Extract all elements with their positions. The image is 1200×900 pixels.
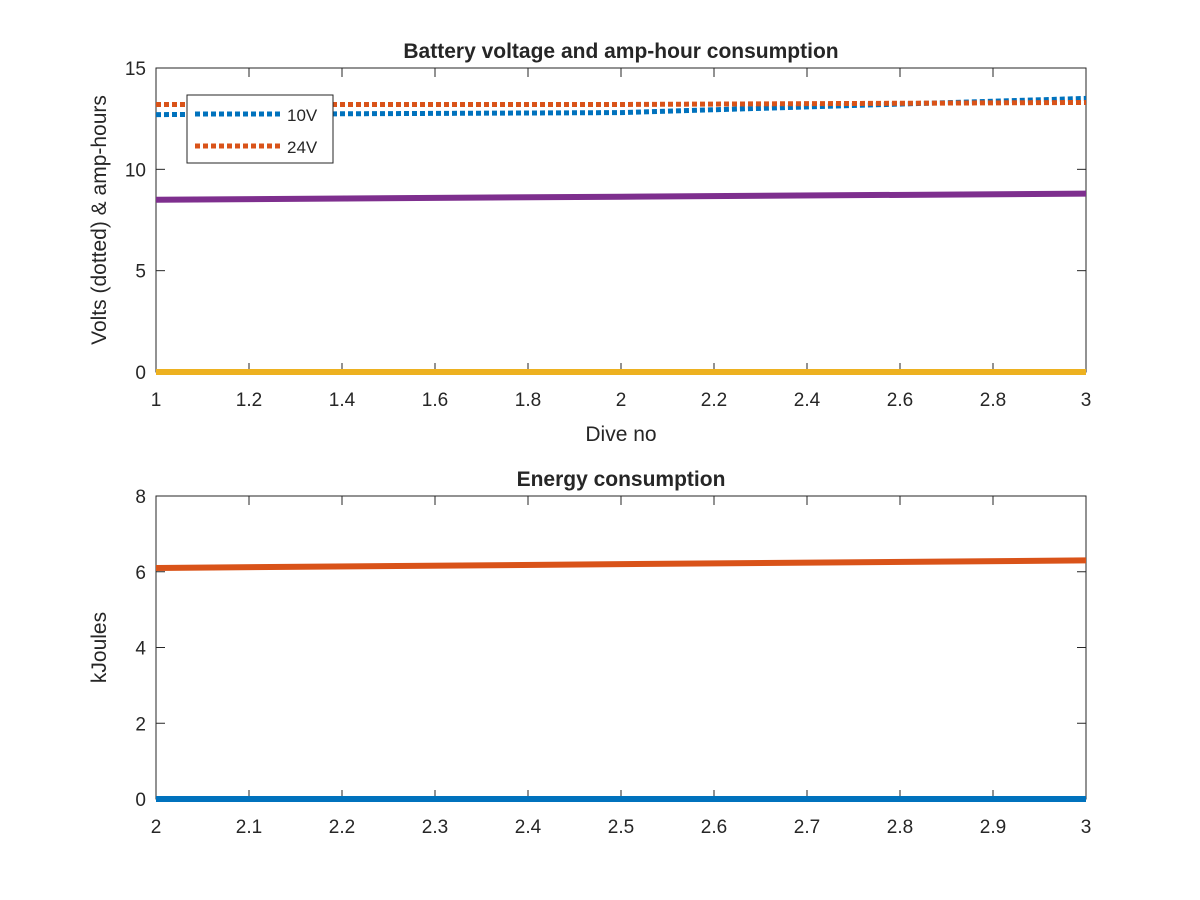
bottom-x-tick-label: 2.7 xyxy=(794,817,820,838)
bottom-x-tick-label: 2.2 xyxy=(329,817,355,838)
top-x-tick-label: 2.6 xyxy=(887,390,913,411)
top-x-tick-label: 1.2 xyxy=(236,390,262,411)
bottom-x-tick-label: 2.3 xyxy=(422,817,448,838)
top-y-axis-label: Volts (dotted) & amp-hours xyxy=(88,95,111,345)
bottom-x-tick-label: 2 xyxy=(151,817,162,838)
bottom-x-tick-label: 2.4 xyxy=(515,817,542,838)
top-chart-title: Battery voltage and amp-hour consumption xyxy=(403,40,838,63)
legend-entry-label: 24V xyxy=(287,138,318,157)
bottom-chart-title: Energy consumption xyxy=(517,468,726,491)
top-x-tick-label: 1 xyxy=(151,390,162,411)
bottom-y-tick-label: 2 xyxy=(135,714,146,735)
bottom-y-tick-label: 8 xyxy=(135,487,146,508)
top-x-tick-label: 1.6 xyxy=(422,390,448,411)
top-x-tick-label: 2.8 xyxy=(980,390,1006,411)
top-series-line-2 xyxy=(155,190,1087,203)
top-x-tick-label: 3 xyxy=(1081,390,1092,411)
top-x-tick-label: 1.4 xyxy=(329,390,356,411)
top-x-tick-label: 2.4 xyxy=(794,390,821,411)
bottom-x-tick-label: 2.9 xyxy=(980,817,1006,838)
top-y-tick-label: 5 xyxy=(135,262,146,283)
legend-entry-label: 10V xyxy=(287,106,318,125)
bottom-series-line-0 xyxy=(155,557,1087,571)
legend-box xyxy=(186,94,334,164)
top-chart: 1 1.2 1.4 1.6 1.8 2 2.2 2.4 2.6 2.8 3 0 5 10 15 Battery… xyxy=(88,40,1091,446)
bottom-y-tick-label: 4 xyxy=(135,639,146,660)
top-y-tick-label: 0 xyxy=(135,363,146,384)
bottom-x-tick-label: 2.1 xyxy=(236,817,262,838)
top-x-axis-label: Dive no xyxy=(585,423,656,446)
bottom-x-tick-label: 2.8 xyxy=(887,817,913,838)
bottom-y-tick-label: 6 xyxy=(135,563,146,584)
bottom-x-tick-label: 2.5 xyxy=(608,817,634,838)
bottom-axes-box xyxy=(155,495,1087,800)
bottom-y-axis-label: kJoules xyxy=(88,612,111,683)
bottom-chart: 2 2.1 2.2 2.3 2.4 2.5 2.6 2.7 2.8 2.9 302468Energy… xyxy=(88,468,1091,838)
bottom-x-tick-label: 2.6 xyxy=(701,817,727,838)
top-x-tick-label: 1.8 xyxy=(515,390,541,411)
bottom-y-tick-label: 0 xyxy=(135,790,146,811)
top-x-tick-label: 2 xyxy=(616,390,627,411)
legend: 10V 24V xyxy=(186,94,334,164)
bottom-x-tick-label: 3 xyxy=(1081,817,1092,838)
top-x-tick-label: 2.2 xyxy=(701,390,727,411)
top-y-tick-label: 10 xyxy=(125,160,146,181)
top-y-tick-label: 15 xyxy=(125,59,146,80)
